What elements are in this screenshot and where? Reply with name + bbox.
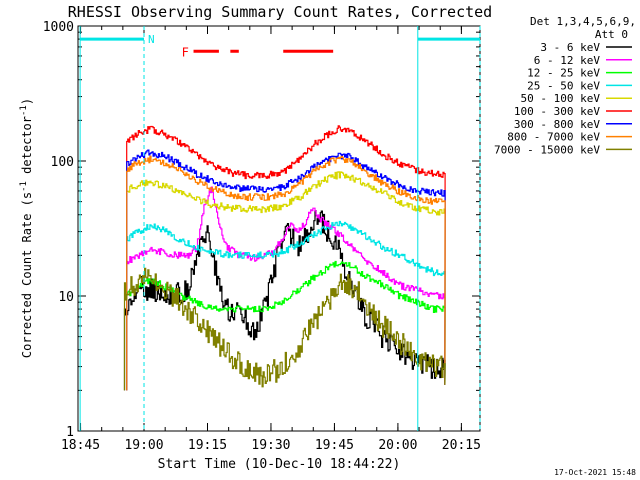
flare-label: F xyxy=(182,45,189,59)
series-line-50-100-kev xyxy=(126,171,446,391)
legend-label: 300 - 800 keV xyxy=(514,118,600,131)
legend-label: 12 - 25 keV xyxy=(527,67,600,80)
y-tick-label: 100 xyxy=(51,155,74,170)
legend-header-detectors: Det 1,3,4,5,6,9, xyxy=(530,15,636,28)
legend-label: 7000 - 15000 keV xyxy=(494,143,600,156)
legend-header-attenuator: Att 0 xyxy=(595,28,628,41)
x-tick-label: 19:00 xyxy=(124,438,163,453)
legend-label: 50 - 100 keV xyxy=(521,92,601,105)
legend-label: 6 - 12 keV xyxy=(534,54,601,67)
legend-label: 100 - 300 keV xyxy=(514,105,600,118)
y-tick-label: 10 xyxy=(58,290,74,305)
series-line-25-50-kev xyxy=(126,220,446,391)
x-tick-label: 20:00 xyxy=(378,438,417,453)
y-tick-label: 1000 xyxy=(43,20,74,35)
series-line-300-800-kev xyxy=(126,149,446,391)
footer-date: 17-Oct-2021 15:48 xyxy=(554,468,636,477)
series-line-3-6-kev xyxy=(123,210,446,391)
axis-layer: 18:45 19:00 19:15 19:30 19:45 20:00 20:15 1 10 10… xyxy=(43,20,481,453)
x-tick-label: 18:45 xyxy=(61,438,100,453)
plot-series-layer xyxy=(123,125,446,391)
legend-label: 3 - 6 keV xyxy=(540,41,600,54)
plot-frame xyxy=(77,25,481,432)
legend-label: 800 - 7000 keV xyxy=(507,131,600,144)
x-tick-label: 19:30 xyxy=(251,438,290,453)
series-line-800-7000-kev xyxy=(126,155,446,391)
night-label: N xyxy=(148,33,155,46)
x-tick-label: 19:45 xyxy=(315,438,354,453)
series-line-6-12-kev xyxy=(126,186,446,391)
legend-label: 25 - 50 keV xyxy=(527,79,600,92)
x-axis-label: Start Time (10-Dec-10 18:44:22) xyxy=(158,457,401,472)
x-tick-label: 19:15 xyxy=(188,438,227,453)
chart-title: RHESSI Observing Summary Count Rates, Co… xyxy=(68,3,492,21)
series-line-7000-15000-kev xyxy=(123,267,446,391)
y-tick-label: 1 xyxy=(66,425,74,440)
series-line-100-300-kev xyxy=(126,125,446,391)
y-axis-label: Corrected Count Rate (s-1 detector-1) xyxy=(19,98,34,358)
x-tick-label: 20:15 xyxy=(442,438,481,453)
